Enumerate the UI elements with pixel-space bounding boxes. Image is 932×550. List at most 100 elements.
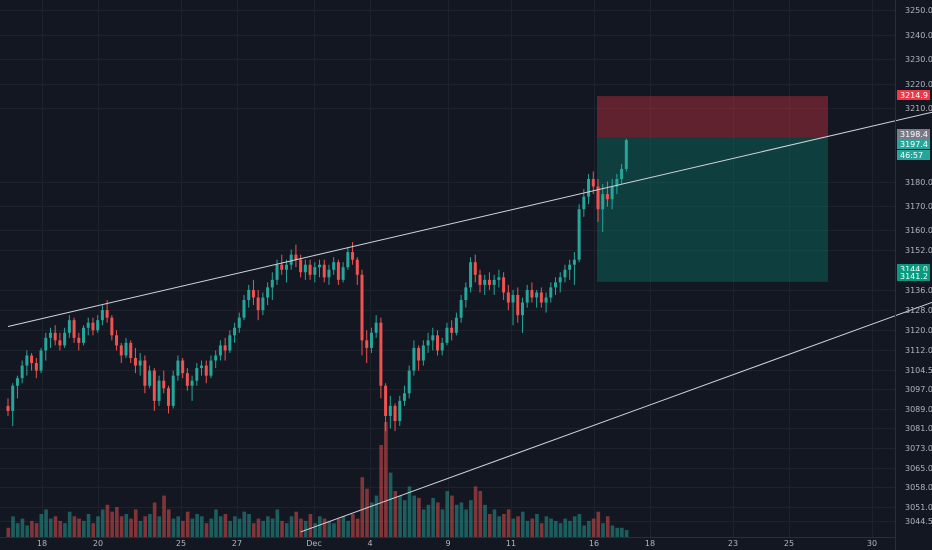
candle[interactable] [478,269,482,293]
candle[interactable] [303,259,307,280]
candle[interactable] [190,375,194,401]
candle[interactable] [384,383,388,432]
candle[interactable] [346,247,350,270]
candle[interactable] [256,289,260,321]
candle[interactable] [572,252,576,285]
candle[interactable] [200,360,204,376]
candle[interactable] [233,322,237,343]
candle[interactable] [431,327,435,351]
candle[interactable] [86,317,90,336]
candle[interactable] [360,269,364,356]
candle[interactable] [440,337,444,356]
candle[interactable] [237,312,241,333]
candle[interactable] [133,347,137,374]
candle[interactable] [601,184,605,232]
candle[interactable] [620,163,624,185]
candle[interactable] [110,315,114,341]
candle[interactable] [445,322,449,346]
candle[interactable] [563,264,567,283]
candle[interactable] [39,347,43,374]
upper-channel-line[interactable] [7,53,932,327]
candle[interactable] [535,289,539,308]
candle[interactable] [624,138,628,172]
candle[interactable] [487,272,491,290]
candle[interactable] [15,375,19,399]
candles[interactable] [6,138,628,432]
candle[interactable] [459,294,463,323]
candle[interactable] [473,254,477,283]
candle[interactable] [497,269,501,288]
candle[interactable] [218,340,222,361]
candle[interactable] [204,360,208,384]
candle[interactable] [587,173,591,205]
candle[interactable] [412,340,416,376]
candle[interactable] [251,279,255,306]
candle[interactable] [421,340,425,366]
candle[interactable] [341,262,345,283]
candle[interactable] [388,395,392,429]
candle[interactable] [242,294,246,321]
candle[interactable] [610,179,614,210]
stop-loss-zone[interactable] [597,96,828,138]
candle[interactable] [365,330,369,364]
candle[interactable] [577,204,581,263]
candle[interactable] [91,317,95,336]
candle[interactable] [355,257,359,285]
candle[interactable] [115,330,119,351]
candle[interactable] [266,282,270,306]
candle[interactable] [284,259,288,283]
candle[interactable] [171,370,175,409]
candle[interactable] [407,365,411,399]
candle[interactable] [294,244,298,268]
candle[interactable] [25,350,29,376]
candle[interactable] [511,289,515,326]
candle[interactable] [152,368,156,411]
candle[interactable] [469,257,473,293]
candle[interactable] [605,181,609,207]
price-axis[interactable]: 3250.0 3240.0 3230.0 3220.0 3210.0 3180.0 3170… [905,6,932,526]
candle[interactable] [417,345,421,371]
candle[interactable] [582,189,586,217]
candle[interactable] [34,358,38,379]
candle[interactable] [100,305,104,326]
candle[interactable] [398,395,402,427]
candle[interactable] [464,282,468,308]
candle[interactable] [351,242,355,265]
candle[interactable] [596,179,600,222]
candle[interactable] [426,332,430,353]
candle[interactable] [185,368,189,391]
candle[interactable] [539,287,543,308]
candle[interactable] [402,385,406,406]
candle[interactable] [554,277,558,295]
candle[interactable] [558,272,562,293]
candle[interactable] [228,330,232,353]
candle[interactable] [450,320,454,341]
candle[interactable] [530,282,534,303]
candle[interactable] [63,327,67,348]
candle[interactable] [6,398,10,416]
candle[interactable] [247,284,251,308]
candle[interactable] [379,317,383,399]
candle[interactable] [181,358,185,379]
lower-channel-line[interactable] [300,209,932,533]
candle[interactable] [48,327,52,348]
candle[interactable] [336,259,340,285]
candle[interactable] [53,325,57,346]
candle[interactable] [67,315,71,338]
candle[interactable] [393,403,397,432]
candle[interactable] [261,292,265,316]
candle[interactable] [322,259,326,283]
candle[interactable] [454,312,458,336]
candle[interactable] [270,272,274,301]
candle[interactable] [568,259,572,280]
candle[interactable] [492,274,496,295]
candle[interactable] [313,262,317,283]
candle[interactable] [129,340,133,364]
candle[interactable] [195,363,199,386]
candle[interactable] [544,292,548,313]
candle[interactable] [615,173,619,195]
take-profit-zone[interactable] [597,137,828,282]
candle[interactable] [223,337,227,361]
